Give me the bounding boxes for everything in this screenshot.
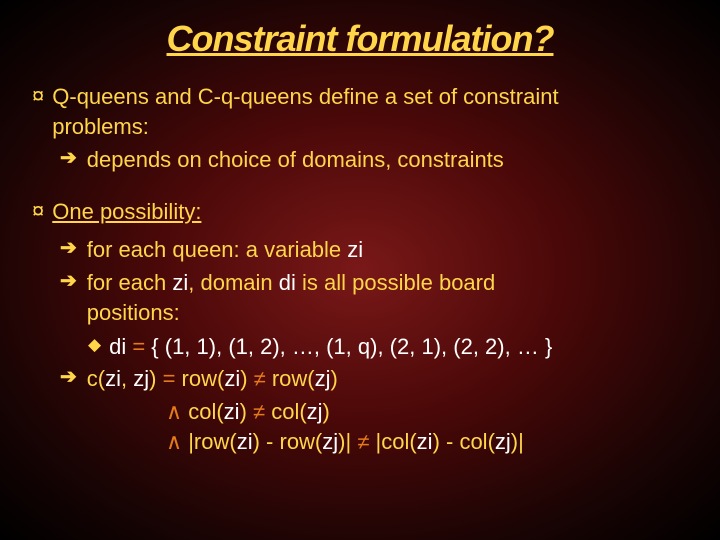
box-line-4: ◆ di = { (1, 1), (1, 2), …, (1, q), (2, … [88, 332, 688, 362]
b1-l1: Q-queens and C-q-queens define a set of … [52, 84, 558, 109]
var-di: di [279, 270, 296, 295]
t: for each queen: a variable [87, 237, 348, 262]
t: ) [240, 399, 253, 424]
t: for each [87, 270, 173, 295]
var-zj: zj [322, 429, 338, 454]
var-zj: zj [315, 366, 331, 391]
eq: = [126, 334, 151, 359]
arrow-icon: ➔ [60, 235, 77, 262]
neq: ≠ [253, 399, 265, 424]
t: )| [338, 429, 357, 454]
t: , domain [188, 270, 279, 295]
t: , [121, 366, 133, 391]
b1-l2: problems: [52, 114, 149, 139]
t: |row( [182, 429, 237, 454]
box-line-5: ➔ c(zi, zj) = row(zi) ≠ row(zj) [60, 364, 688, 394]
t: row( [175, 366, 224, 391]
gap [32, 179, 688, 197]
t: )| [511, 429, 524, 454]
box-line-2: ➔ for each zi, domain di is all possible… [60, 268, 688, 327]
var-zj: zj [133, 366, 149, 391]
var-zi: zi [224, 366, 240, 391]
b1-sub-text: depends on choice of domains, constraint… [87, 145, 504, 175]
and: ∧ [166, 429, 182, 454]
slide-content: Constraint formulation? ¤ Q-queens and C… [0, 0, 720, 485]
var-zj: zj [495, 429, 511, 454]
var-zi: zi [172, 270, 188, 295]
box-line-7: ∧ |row(zi) - row(zj)| ≠ |col(zi) - col(z… [166, 427, 688, 457]
box-l1-text: for each queen: a variable zi [87, 235, 363, 265]
slide-title: Constraint formulation? [32, 18, 688, 60]
arrow-icon: ➔ [60, 145, 77, 172]
neq: ≠ [357, 429, 369, 454]
bullet-1-text: Q-queens and C-q-queens define a set of … [52, 82, 558, 141]
var-zj: zj [307, 399, 323, 424]
t: c( [87, 366, 105, 391]
var-zi: zi [347, 237, 363, 262]
eq: = [163, 366, 176, 391]
t: row( [266, 366, 315, 391]
box-l5-text: c(zi, zj) = row(zi) ≠ row(zj) [87, 364, 338, 394]
t: col( [265, 399, 307, 424]
box-l4-text: di = { (1, 1), (1, 2), …, (1, q), (2, 1)… [109, 332, 552, 362]
t: ) [240, 366, 253, 391]
possibility-box: ➔ for each queen: a variable zi ➔ for ea… [32, 233, 688, 467]
var-zi: zi [224, 399, 240, 424]
set: { (1, 1), (1, 2), …, (1, q), (2, 1), (2,… [151, 334, 552, 359]
t: ) - row( [253, 429, 323, 454]
arrow-icon: ➔ [60, 268, 77, 295]
and: ∧ [166, 399, 182, 424]
box-line-6: ∧ col(zi) ≠ col(zj) [166, 397, 688, 427]
bullet-icon: ¤ [32, 82, 44, 111]
t: |col( [369, 429, 416, 454]
var-di: di [109, 334, 126, 359]
t: ) [323, 399, 330, 424]
bullet-1: ¤ Q-queens and C-q-queens define a set o… [32, 82, 688, 141]
bullet-1-sub: ➔ depends on choice of domains, constrai… [60, 145, 688, 175]
arrow-icon: ➔ [60, 364, 77, 391]
t: positions: [87, 300, 180, 325]
t: ) [149, 366, 162, 391]
var-zi: zi [417, 429, 433, 454]
t: is all possible board [296, 270, 495, 295]
neq: ≠ [254, 366, 266, 391]
var-zi: zi [237, 429, 253, 454]
t: ) [331, 366, 338, 391]
var-zi: zi [105, 366, 121, 391]
t: col( [182, 399, 224, 424]
bullet-2-text: One possibility: [52, 197, 201, 227]
bullet-icon: ¤ [32, 197, 44, 226]
box-l2-text: for each zi, domain di is all possible b… [87, 268, 495, 327]
diamond-icon: ◆ [88, 332, 101, 358]
bullet-2: ¤ One possibility: [32, 197, 688, 227]
box-line-1: ➔ for each queen: a variable zi [60, 235, 688, 265]
t: ) - col( [433, 429, 495, 454]
